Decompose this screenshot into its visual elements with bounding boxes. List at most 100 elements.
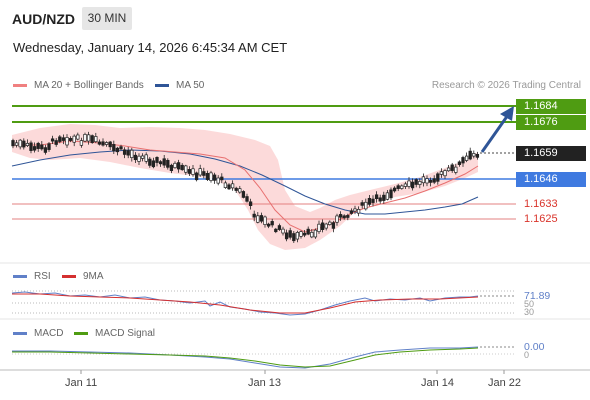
candle-body [299,231,303,237]
ma50-swatch-icon [155,84,169,87]
candle-body [335,215,339,223]
ma50-line [11,149,479,215]
candle-body [295,232,300,240]
candle-body [76,134,80,140]
candle-body [396,185,400,189]
candle-body [403,183,408,187]
candle-body [428,180,433,183]
candle-body [461,157,465,164]
resistance-2-tag: 1.1684 [516,99,586,114]
legend-macd: MACD [13,328,63,339]
candle-body [18,139,22,148]
candle-body [223,182,228,188]
candle-body [140,155,145,159]
candle-body [241,191,246,198]
candle-body [61,137,66,141]
candle-body [29,142,33,151]
legend-macd-signal-label: MACD Signal [95,328,156,339]
candle-body [205,173,210,180]
macd-swatch-icon [13,332,27,335]
rsi-ma-line [12,293,479,314]
candle-body [356,208,361,214]
research-credit: Research © 2026 Trading Central [431,80,581,91]
resistance-1-tag: 1.1676 [516,115,586,130]
legend-macd-signal: MACD Signal [74,328,155,339]
candle-body [425,178,429,184]
candle-body [158,161,163,165]
candle-body [353,208,357,212]
candle-body [421,176,426,184]
candle-body [65,137,69,146]
candle-body [169,164,174,171]
candle-body [436,173,440,182]
x-axis-label: Jan 22 [488,377,522,389]
candle-body [198,168,202,176]
candle-body [137,155,141,162]
candle-body [317,223,321,232]
candle-body [346,215,350,218]
timeframe-button[interactable]: 30 MIN [82,7,132,30]
candle-body [130,149,134,158]
legend-ma20-label: MA 20 + Bollinger Bands [34,80,144,91]
candle-body [104,142,109,145]
candle-body [14,142,19,146]
candle-body [79,140,84,146]
candle-body [288,230,292,238]
rsi-tick-50: 50 [524,299,535,309]
candle-body [302,232,307,236]
candle-body [184,165,188,173]
candle-body [166,159,170,168]
candle-body [385,192,390,200]
candle-body [50,138,55,142]
candle-body [11,140,15,147]
rsi-ma-swatch-icon [62,275,76,278]
candle-body [245,196,249,202]
candle-body [180,164,184,171]
candle-body [252,213,256,218]
rsi-swatch-icon [13,275,27,278]
projection-arrow [480,114,510,153]
candle-body [68,138,73,141]
candle-body [328,221,332,225]
candle-body [439,171,444,175]
candle-body [410,181,415,189]
candle-body [248,201,253,206]
legend-ma50-label: MA 50 [176,80,205,91]
candle-body [83,134,87,142]
candle-body [144,154,148,162]
candle-body [112,144,116,152]
candle-body [202,171,206,176]
candle-body [414,179,418,185]
candle-body [338,214,343,218]
candle-body [97,141,102,145]
candle-body [43,147,48,153]
x-axis-label: Jan 13 [248,377,282,389]
candle-body [450,164,454,171]
candle-body [151,160,156,168]
candle-body [360,202,364,206]
candle-body [227,184,231,190]
macd-value: 0.00 [524,341,545,353]
macd-signal-swatch-icon [74,332,88,335]
candle-body [342,215,346,219]
candle-body [94,136,98,143]
candle-body [374,194,379,200]
candle-body [234,187,238,191]
macd-signal-line [12,347,479,368]
pivot-tag: 1.1646 [516,172,586,187]
macd-tick-0: 0 [524,350,530,360]
ma20-swatch-icon [13,84,27,87]
x-axis-label: Jan 14 [421,377,455,389]
candle-body [86,134,91,142]
candle-body [32,146,37,151]
candle-body [108,141,112,148]
candle-body [259,215,264,222]
candle-body [216,177,220,184]
candle-body [54,140,58,145]
candle-body [263,216,267,225]
candle-body [266,223,271,227]
candle-body [371,198,375,203]
candle-body [209,172,213,181]
candle-body [22,140,26,148]
legend-ma50: MA 50 [155,80,204,91]
